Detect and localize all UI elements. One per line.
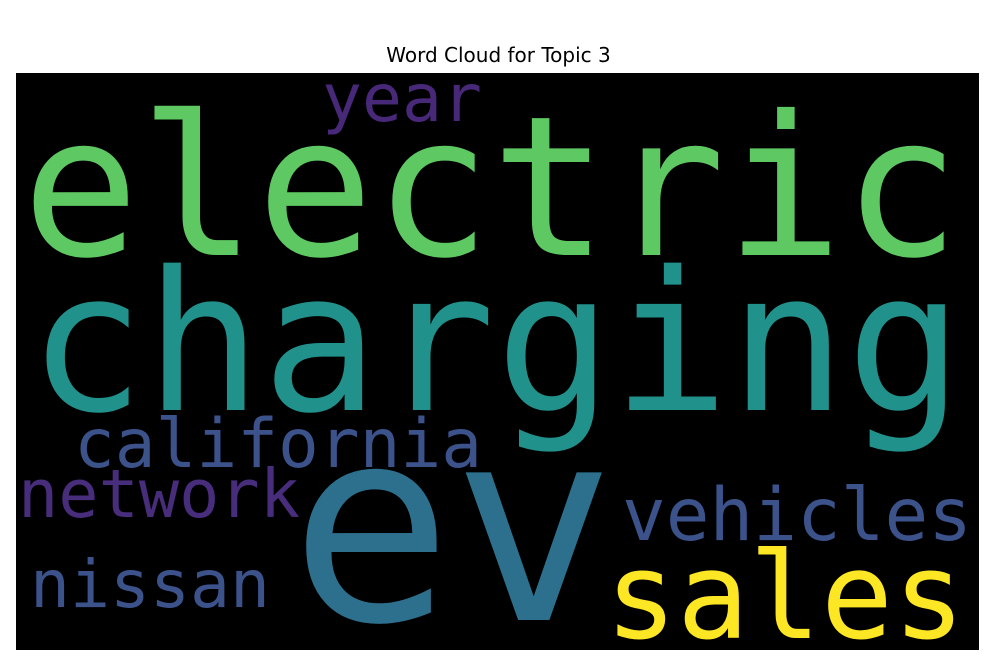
word-network: network xyxy=(18,455,300,533)
word-cloud-canvas: ev charging electric sales vehicles californi… xyxy=(16,73,979,650)
word-vehicles: vehicles xyxy=(622,473,972,558)
chart-title: Word Cloud for Topic 3 xyxy=(386,43,611,67)
cloud-background xyxy=(16,73,979,650)
word-ev: ev xyxy=(290,369,615,650)
word-sales: sales xyxy=(605,528,965,650)
word-year: year xyxy=(322,73,482,137)
word-california: california xyxy=(74,405,482,484)
word-nissan: nissan xyxy=(30,546,270,623)
word-charging: charging xyxy=(28,230,963,456)
word-electric: electric xyxy=(22,74,960,301)
